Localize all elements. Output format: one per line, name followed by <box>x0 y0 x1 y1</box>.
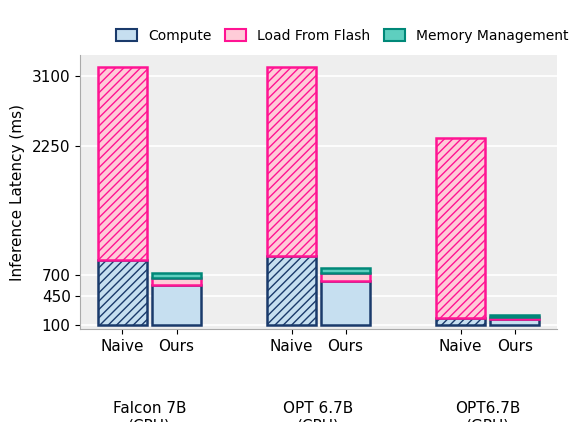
Bar <box>267 256 316 325</box>
Bar <box>490 319 539 325</box>
Bar <box>98 260 147 325</box>
Bar <box>152 285 201 325</box>
Bar <box>152 273 201 278</box>
Text: OPT6.7B
(GPU): OPT6.7B (GPU) <box>455 401 520 422</box>
Bar <box>98 68 147 260</box>
Legend: Compute, Load From Flash, Memory Management: Compute, Load From Flash, Memory Managem… <box>111 23 574 49</box>
Bar <box>436 138 485 318</box>
Bar <box>436 318 485 325</box>
Bar <box>152 278 201 285</box>
Text: Falcon 7B
(CPU): Falcon 7B (CPU) <box>113 401 187 422</box>
Bar <box>321 273 370 281</box>
Bar <box>321 268 370 273</box>
Y-axis label: Inference Latency (ms): Inference Latency (ms) <box>10 103 25 281</box>
Bar <box>321 281 370 325</box>
Bar <box>267 68 316 256</box>
Bar <box>490 317 539 319</box>
Bar <box>490 315 539 317</box>
Text: OPT 6.7B
(CPU): OPT 6.7B (CPU) <box>284 401 354 422</box>
